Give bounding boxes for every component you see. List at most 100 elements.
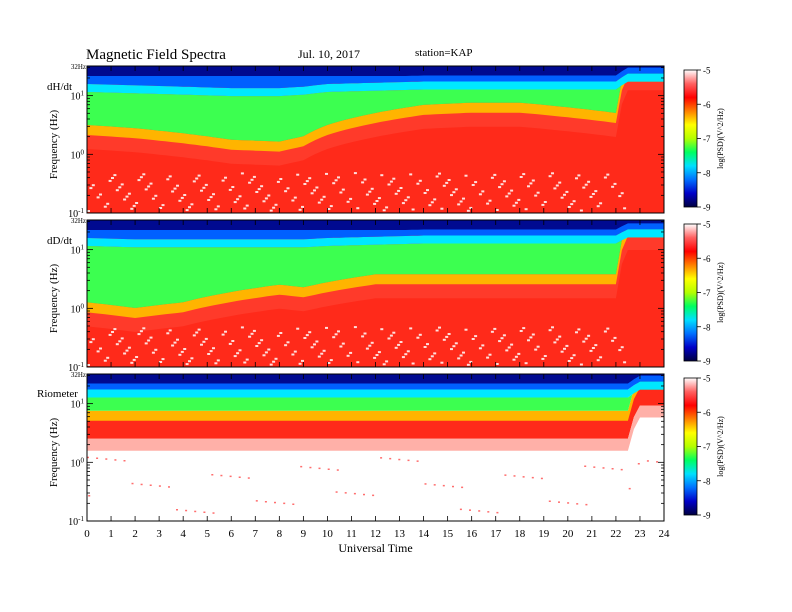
speckle	[519, 330, 523, 332]
speckle	[454, 188, 458, 191]
speckle	[132, 358, 136, 361]
speckle	[190, 203, 194, 206]
speckle	[522, 327, 526, 330]
speckle	[361, 335, 365, 338]
speckle	[435, 175, 439, 178]
speckle	[553, 341, 557, 344]
speckle	[356, 361, 360, 364]
speckle	[283, 502, 286, 505]
ytick-label-top: 32Hz	[71, 63, 86, 71]
speckle	[221, 333, 225, 336]
speckle	[594, 344, 598, 347]
speckle	[524, 208, 528, 211]
speckle	[375, 354, 379, 356]
speckle	[334, 333, 338, 336]
spectrogram-panel-1	[86, 219, 665, 368]
speckle	[577, 174, 581, 177]
speckle	[96, 196, 100, 199]
speckle	[305, 180, 309, 183]
colorbar-tick-label: -7	[703, 442, 711, 452]
speckle	[599, 356, 603, 359]
spectrogram-panel-2	[86, 373, 665, 522]
speckle	[255, 191, 259, 193]
speckle	[576, 503, 579, 505]
speckle	[572, 354, 576, 357]
speckle	[212, 347, 215, 350]
speckle	[353, 326, 357, 329]
speckle	[514, 355, 518, 358]
speckle	[560, 350, 564, 353]
speckle	[471, 338, 475, 340]
speckle	[137, 179, 141, 182]
speckle	[591, 347, 595, 349]
speckle	[325, 172, 328, 175]
speckle	[512, 204, 516, 207]
ytick-label-10: 101	[71, 90, 85, 103]
xtick-label: 4	[180, 528, 186, 540]
speckle	[161, 358, 165, 361]
xtick-label: 13	[394, 528, 406, 540]
speckle	[363, 332, 367, 335]
speckle	[567, 502, 570, 504]
speckle	[548, 175, 552, 178]
speckle	[207, 199, 211, 201]
speckle	[487, 511, 490, 513]
speckle	[459, 200, 463, 203]
speckle	[96, 350, 100, 353]
speckle	[123, 198, 127, 201]
speckle	[507, 346, 511, 349]
speckle	[474, 181, 478, 184]
speckle	[418, 179, 422, 182]
ytick-label-1: 100	[71, 148, 85, 161]
colorbar-tick-label: -8	[703, 322, 711, 332]
xtick-label: 12	[370, 528, 381, 540]
speckle	[370, 341, 374, 344]
red-region	[87, 90, 664, 213]
speckle	[139, 330, 143, 333]
speckle	[385, 206, 389, 209]
colorbar-tick-label: -9	[703, 511, 711, 521]
speckle	[510, 343, 514, 346]
speckle	[296, 327, 300, 330]
speckle	[320, 352, 324, 355]
speckle	[159, 207, 163, 209]
red-band	[87, 383, 664, 439]
xtick-label: 2	[132, 528, 138, 540]
speckle	[173, 341, 177, 344]
colorbar-tick-label: -6	[703, 254, 711, 264]
speckle	[435, 329, 439, 332]
speckle	[115, 189, 119, 192]
speckle	[168, 486, 170, 488]
speckle	[570, 357, 574, 360]
yellow-orange-band	[87, 377, 664, 421]
speckle	[594, 190, 598, 193]
speckle	[575, 331, 578, 334]
speckle	[279, 332, 283, 334]
speckle	[190, 357, 194, 360]
speckle	[623, 207, 627, 210]
speckle	[293, 196, 297, 199]
speckle	[620, 192, 624, 195]
speckle	[269, 209, 273, 212]
speckle	[332, 182, 336, 185]
speckle	[361, 181, 365, 184]
speckle	[305, 334, 309, 337]
speckle	[310, 346, 314, 349]
speckle	[589, 195, 593, 198]
speckle	[560, 196, 564, 199]
colorbar-2: -5 -6 -7 -8 -9 log(PSD)(V^2/Hz)	[683, 374, 725, 521]
ytick-label-0.1: 10-1	[68, 515, 84, 528]
speckle	[353, 172, 357, 175]
speckle	[623, 361, 627, 364]
speckle	[540, 477, 543, 480]
ytick-label-1: 100	[71, 456, 85, 469]
speckle	[221, 179, 225, 182]
speckle	[238, 195, 242, 198]
speckle	[382, 363, 386, 366]
speckle	[591, 193, 595, 195]
speckle	[114, 459, 117, 461]
speckle	[194, 510, 197, 513]
speckle	[168, 175, 172, 178]
speckle	[404, 199, 408, 202]
speckle	[495, 363, 499, 365]
